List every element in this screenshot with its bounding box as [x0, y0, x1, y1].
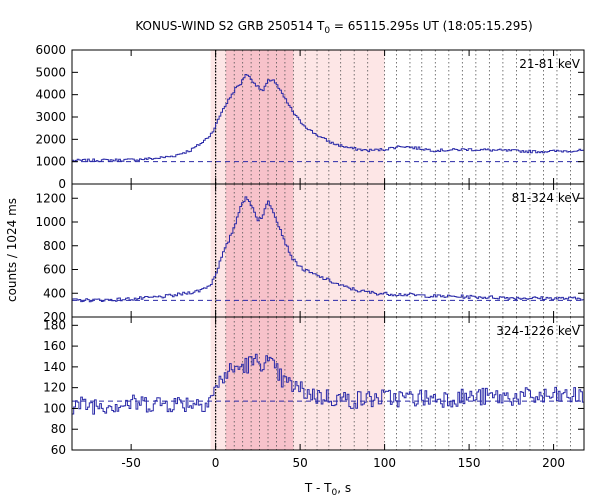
- y-tick-label: 5000: [35, 65, 66, 79]
- y-axis-label: counts / 1024 ms: [5, 198, 19, 302]
- x-tick-label: 150: [458, 456, 481, 470]
- y-tick-label: 1000: [35, 155, 66, 169]
- panel-energy-label: 81-324 keV: [512, 191, 581, 205]
- x-tick-label: 100: [373, 456, 396, 470]
- y-tick-label: 6000: [35, 43, 66, 57]
- y-tick-label: 800: [43, 239, 66, 253]
- panel-energy-label: 324-1226 keV: [496, 324, 580, 338]
- y-tick-label: 120: [43, 381, 66, 395]
- x-axis-label: T - T0, s: [304, 481, 351, 498]
- y-tick-label: 60: [51, 443, 66, 457]
- x-tick-label: 0: [212, 456, 220, 470]
- x-tick-label: 50: [292, 456, 307, 470]
- panel-frame: [71, 316, 585, 451]
- x-tick-label: 200: [542, 456, 565, 470]
- y-tick-label: 200: [43, 310, 66, 324]
- y-tick-label: 140: [43, 360, 66, 374]
- inner-interval: [225, 317, 294, 450]
- y-tick-label: 1000: [35, 215, 66, 229]
- lightcurve-series: [72, 196, 584, 303]
- y-tick-label: 1200: [35, 191, 66, 205]
- x-tick-label: -50: [121, 456, 141, 470]
- y-tick-label: 2000: [35, 132, 66, 146]
- y-tick-label: 0: [58, 177, 66, 191]
- lightcurve-series: [72, 74, 584, 163]
- y-tick-label: 4000: [35, 88, 66, 102]
- panel-energy-label: 21-81 keV: [519, 57, 581, 71]
- chart-title: KONUS-WIND S2 GRB 250514 T0 = 65115.295s…: [135, 19, 532, 36]
- lightcurve-series: [72, 353, 584, 415]
- y-tick-label: 160: [43, 339, 66, 353]
- y-tick-label: 600: [43, 263, 66, 277]
- y-tick-label: 80: [51, 422, 66, 436]
- y-tick-label: 400: [43, 286, 66, 300]
- inner-interval: [225, 184, 294, 317]
- y-tick-label: 3000: [35, 110, 66, 124]
- y-tick-label: 180: [43, 318, 66, 332]
- y-tick-label: 100: [43, 401, 66, 415]
